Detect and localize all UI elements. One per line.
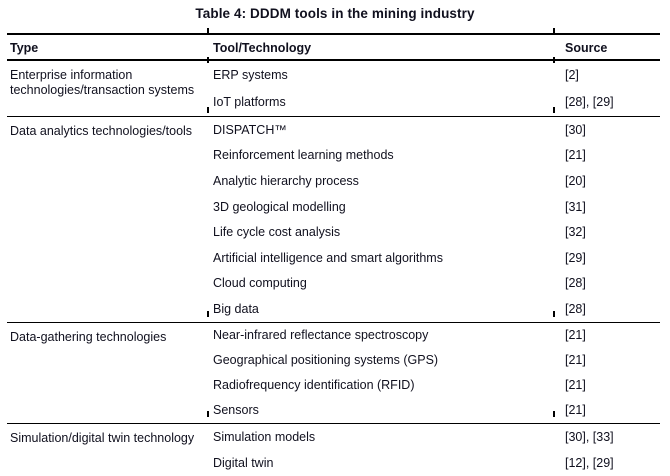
tool-cell: 3D geological modelling: [213, 199, 346, 214]
table-row: Life cycle cost analysis [32]: [7, 219, 660, 245]
tool-cell: Reinforcement learning methods: [213, 148, 394, 163]
table-header: Type Tool/Technology Source: [7, 34, 660, 60]
tool-cell: DISPATCH™: [213, 122, 287, 137]
column-boundary-tick: [553, 28, 555, 34]
type-cell: Data analytics technologies/tools: [10, 124, 193, 138]
column-boundary-tick: [553, 311, 555, 317]
table-row: Digital twin [12], [29]: [7, 450, 660, 476]
tool-cell: Geographical positioning systems (GPS): [213, 353, 439, 368]
column-header-source: Source: [565, 41, 608, 55]
tool-cell: Artificial intelligence and smart algori…: [213, 250, 443, 265]
source-cell: [28], [29]: [565, 95, 614, 110]
source-cell: [28]: [565, 301, 586, 316]
column-boundary-tick: [553, 411, 555, 417]
type-cell: Enterprise information technologies/tran…: [10, 68, 195, 97]
tool-cell: Digital twin: [213, 455, 274, 470]
column-boundary-tick: [207, 411, 209, 417]
source-cell: [32]: [565, 225, 586, 240]
column-header-tool-technology: Tool/Technology: [213, 41, 312, 55]
table-row: Data analytics technologies/tools DISPAT…: [7, 117, 660, 143]
table-row: Data-gathering technologies Near-infrare…: [7, 322, 660, 348]
source-cell: [21]: [565, 353, 586, 368]
tool-cell: Cloud computing: [213, 276, 307, 291]
table-row: IoT platforms [28], [29]: [7, 89, 660, 117]
source-cell: [21]: [565, 328, 586, 343]
tool-cell: ERP systems: [213, 67, 288, 82]
table-row: Reinforcement learning methods [21]: [7, 143, 660, 169]
table-row: Geographical positioning systems (GPS) […: [7, 348, 660, 373]
tool-cell: Near-infrared reflectance spectroscopy: [213, 328, 429, 343]
source-cell: [30]: [565, 122, 586, 137]
column-boundary-tick: [207, 57, 209, 63]
column-boundary-tick: [553, 57, 555, 63]
tool-cell: IoT platforms: [213, 95, 286, 110]
table-row: 3D geological modelling [31]: [7, 194, 660, 220]
table-row: Enterprise information technologies/tran…: [7, 60, 660, 97]
tool-cell: Analytic hierarchy process: [213, 173, 359, 188]
column-boundary-tick: [207, 107, 209, 113]
group-data-analytics: Data analytics technologies/tools DISPAT…: [7, 117, 660, 323]
tool-cell: Life cycle cost analysis: [213, 225, 341, 240]
source-cell: [20]: [565, 173, 586, 188]
table-row: Big data [28]: [7, 296, 660, 322]
group-simulation-digital-twin: Simulation/digital twin technology Simul…: [7, 423, 660, 476]
group-enterprise-information: Enterprise information technologies/tran…: [7, 60, 660, 117]
group-data-gathering: Data-gathering technologies Near-infrare…: [7, 322, 660, 424]
table-row: Artificial intelligence and smart algori…: [7, 245, 660, 271]
source-cell: [12], [29]: [565, 455, 614, 470]
source-cell: [30], [33]: [565, 429, 614, 444]
column-header-type: Type: [10, 41, 39, 55]
source-cell: [31]: [565, 199, 586, 214]
table-row: Simulation/digital twin technology Simul…: [7, 423, 660, 450]
source-cell: [29]: [565, 250, 586, 265]
dddm-tools-table: Type Tool/Technology Source Enterprise i…: [7, 33, 660, 476]
tool-cell: Radiofrequency identification (RFID): [213, 378, 415, 393]
source-cell: [21]: [565, 378, 586, 393]
tool-cell: Simulation models: [213, 429, 316, 444]
table-row: Radiofrequency identification (RFID) [21…: [7, 373, 660, 398]
type-cell: Simulation/digital twin technology: [10, 430, 195, 445]
source-cell: [28]: [565, 276, 586, 291]
type-cell: Data-gathering technologies: [10, 329, 167, 344]
table-row: Sensors [21]: [7, 398, 660, 424]
tool-cell: Big data: [213, 301, 259, 316]
table-row: Cloud computing [28]: [7, 271, 660, 297]
table-caption: Table 4: DDDM tools in the mining indust…: [195, 6, 475, 21]
source-cell: [2]: [565, 67, 579, 82]
column-boundary-tick: [207, 28, 209, 34]
tool-cell: Sensors: [213, 403, 259, 418]
source-cell: [21]: [565, 148, 586, 163]
table-row: Analytic hierarchy process [20]: [7, 168, 660, 194]
source-cell: [21]: [565, 403, 586, 418]
column-boundary-tick: [553, 107, 555, 113]
column-boundary-tick: [207, 311, 209, 317]
